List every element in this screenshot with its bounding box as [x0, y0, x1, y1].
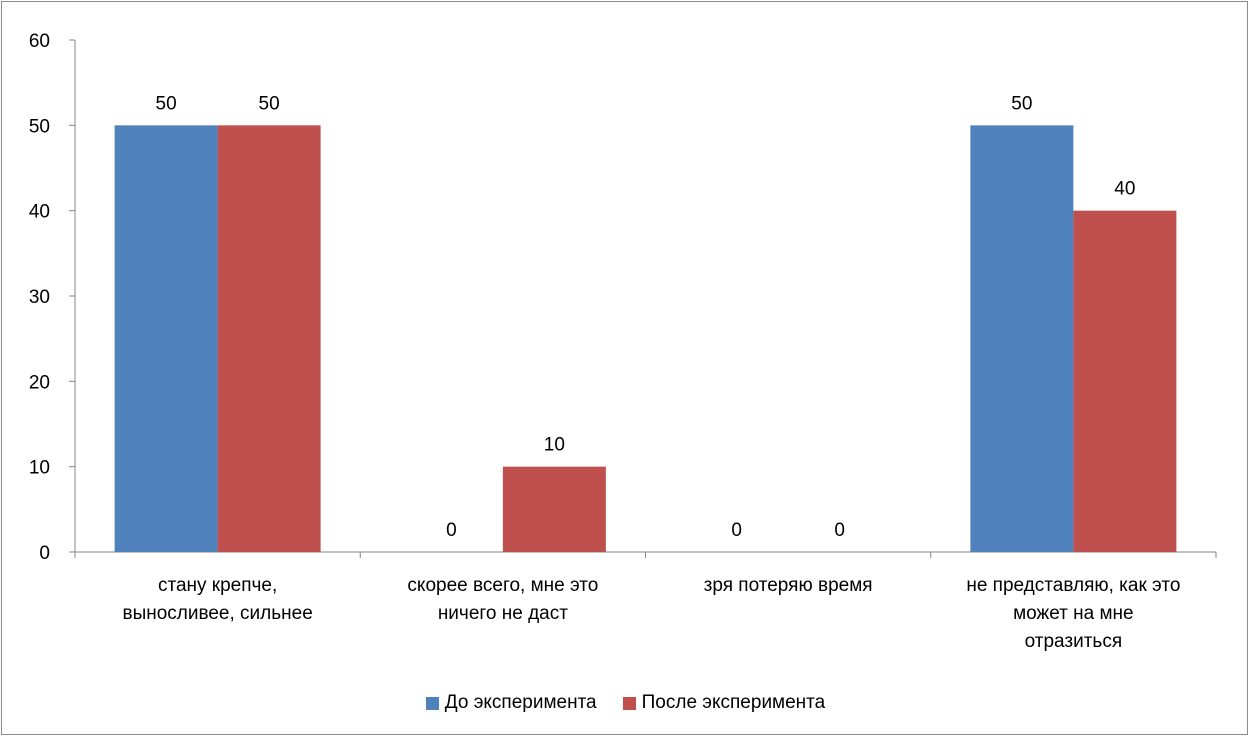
legend-swatch-after	[622, 696, 636, 710]
y-tick-label: 0	[39, 543, 50, 564]
y-tick-label: 20	[29, 372, 50, 393]
data-label-before-1: 0	[446, 520, 457, 541]
x-category-label: стану крепче, выносливее, сильнее	[122, 575, 313, 624]
x-category-label: зря потеряю время	[703, 575, 873, 596]
bar-after-3	[1073, 210, 1177, 552]
legend-item-before: До эксперимента	[425, 692, 597, 714]
data-label-after-3: 40	[1114, 179, 1135, 200]
x-category-label: скорее всего, мне это ничего не даст	[407, 575, 599, 624]
y-tick-label: 30	[29, 287, 50, 308]
legend-label-after: После эксперимента	[641, 692, 826, 713]
data-label-before-0: 50	[156, 93, 177, 114]
data-label-before-3: 50	[1011, 93, 1032, 114]
bar-before-0	[114, 125, 218, 552]
legend-item-after: После эксперимента	[622, 692, 826, 714]
y-tick-label: 10	[29, 458, 50, 479]
legend: До эксперимента После эксперимента	[0, 692, 1251, 714]
chart-bars	[114, 125, 1177, 552]
chart-data-labels: 50 50 0 10 0 0 50 40	[156, 93, 1136, 541]
y-tick-label: 50	[29, 116, 50, 137]
bar-after-0	[217, 125, 321, 552]
bar-after-1	[502, 466, 606, 552]
legend-label-before: До эксперимента	[444, 692, 597, 713]
data-label-after-2: 0	[834, 520, 845, 541]
y-tick-label: 40	[29, 202, 50, 223]
x-category-label: не представляю, как это может на мне отр…	[966, 575, 1181, 652]
y-tick-label: 60	[29, 31, 50, 52]
data-label-after-1: 10	[544, 435, 565, 456]
data-label-before-2: 0	[731, 520, 742, 541]
bar-before-3	[970, 125, 1074, 552]
legend-swatch-before	[425, 696, 439, 710]
data-label-after-0: 50	[259, 93, 280, 114]
